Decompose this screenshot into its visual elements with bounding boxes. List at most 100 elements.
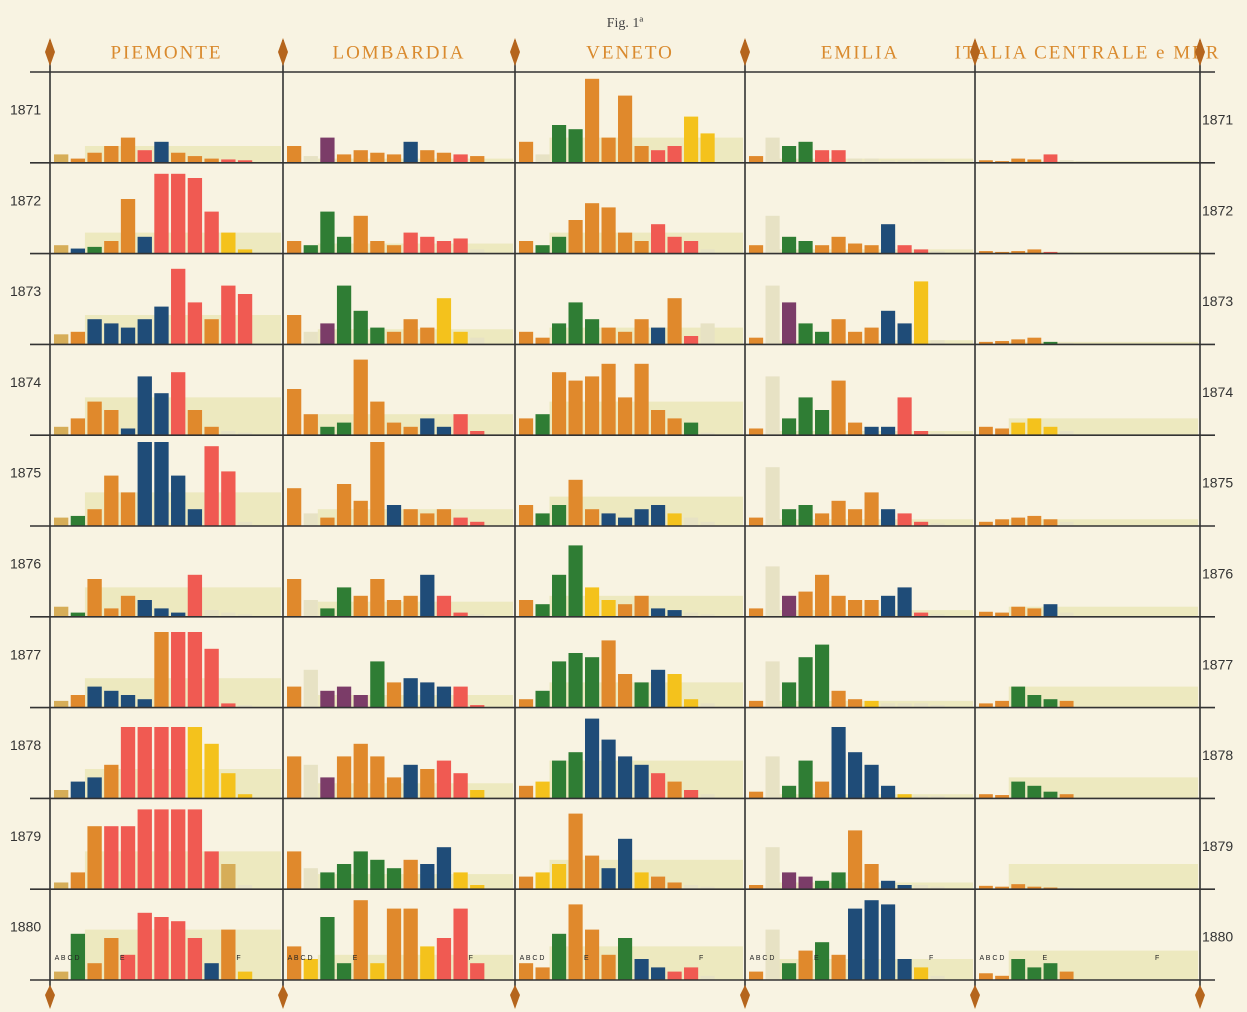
bar [831,500,846,526]
bar [287,241,302,254]
bar [848,158,863,163]
bar [336,963,352,980]
region-header: VENETO [586,42,674,63]
bar [1011,959,1026,980]
bar [104,608,119,617]
bar [881,904,896,980]
bar [336,864,352,890]
bar [897,513,912,526]
bar [914,703,929,708]
year-label-left: 1875 [10,465,41,481]
bar [137,150,152,163]
bar [667,971,682,980]
region-header: LOMBARDIA [332,42,465,63]
bar [995,795,1009,799]
bar [897,245,912,254]
bar [470,614,485,617]
bar [914,612,929,617]
bar [70,418,86,436]
bar [353,695,368,708]
bar [881,160,896,163]
bar [1059,431,1074,436]
bar [815,410,830,436]
bar [137,699,152,708]
bar [995,975,1009,980]
bar [667,882,682,890]
bar [897,794,912,799]
bar [930,160,945,163]
bar [568,380,583,436]
segment-label: A B C D [288,955,313,962]
bar [700,432,715,436]
bar [552,661,567,708]
bar [137,912,152,980]
bar [386,908,402,980]
bar [237,614,253,617]
bar [386,868,402,890]
bar [651,967,666,980]
bar [320,777,335,799]
bar [204,610,219,617]
bar [303,331,318,345]
bar [815,880,830,890]
bar [749,791,764,799]
bar [618,838,633,890]
bar [979,521,993,526]
bar [1027,608,1042,617]
bar [104,323,119,345]
bar [154,442,169,526]
bar [601,600,616,617]
bar [765,467,780,526]
bar [749,885,764,890]
bar [848,752,863,799]
bar [104,938,119,980]
bar [930,251,945,254]
bar [137,727,152,799]
bar [221,285,236,345]
bar [930,705,945,708]
bar [403,859,418,890]
bar [881,509,896,526]
bar [1011,686,1026,708]
bar [881,426,896,436]
bar [403,595,418,617]
bar [618,674,633,708]
bar [1059,342,1074,345]
bar [204,743,219,799]
bar [221,431,236,436]
bar [634,872,649,890]
bar [336,154,352,163]
bar [519,600,534,617]
bar [237,794,253,799]
bar [436,760,452,799]
bar [187,410,203,436]
bar [1043,699,1058,708]
bar [552,323,567,345]
bar [519,699,534,708]
bar [749,245,764,254]
bar [568,653,583,708]
bar [864,492,879,526]
bar [651,224,666,254]
bar [54,971,69,980]
bar [798,141,813,163]
bar [336,285,352,345]
bar [353,500,368,526]
bar [765,847,780,890]
bar [120,492,136,526]
bar [995,428,1009,436]
bar [881,785,896,799]
segment-label: A B C D [55,955,80,962]
band [1008,519,1198,526]
bar [470,790,485,799]
bar [104,146,119,163]
bar [585,78,600,163]
bar [585,376,600,436]
bar [353,743,368,799]
bar [386,505,402,526]
bar [552,125,567,163]
bar [370,579,385,617]
bar [864,700,879,708]
bar [154,917,169,980]
bar [287,146,302,163]
